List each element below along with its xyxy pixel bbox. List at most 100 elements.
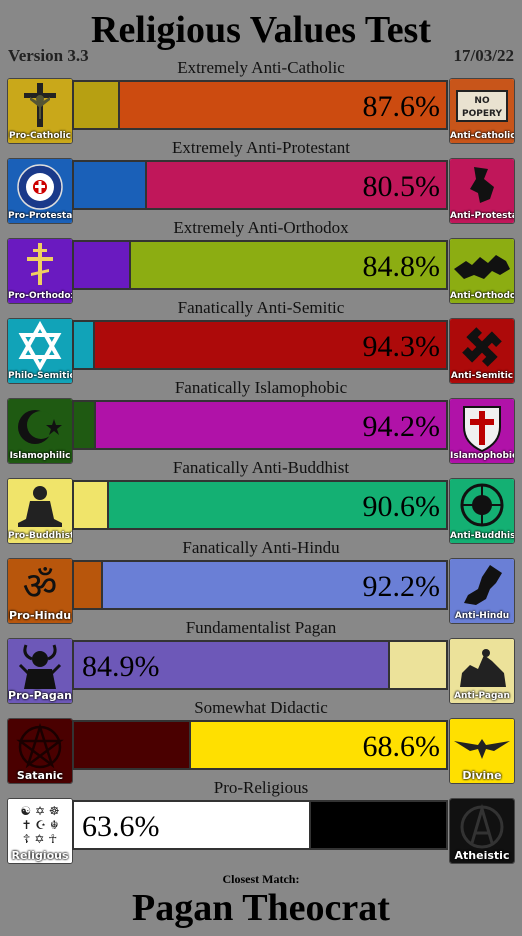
bar-right-segment: [390, 642, 446, 688]
axis-row-pro-protestant: Extremely Anti-Protestant Pro-Protestant A…: [0, 138, 522, 226]
bar-left-segment: [74, 162, 147, 208]
left-pole-label: Pro-Hindu: [8, 609, 72, 622]
date-label: 17/03/22: [453, 46, 514, 65]
axis-result-label: Fanatically Anti-Hindu: [182, 538, 340, 557]
score-percentage: 84.8%: [362, 250, 441, 283]
score-percentage: 92.2%: [362, 570, 441, 603]
no-popery-icon: NO POPERY Anti-Catholic: [449, 78, 515, 144]
svg-text:ॐ: ॐ: [23, 564, 58, 608]
score-percentage: 84.9%: [82, 650, 160, 683]
atheist-atom-icon: Atheistic: [449, 798, 515, 864]
bar-right-segment: [311, 802, 446, 848]
axis-result-label: Fanatically Anti-Buddhist: [172, 458, 350, 477]
right-pole-label: Anti-Pagan: [454, 691, 510, 701]
right-pole-label: Anti-Orthodox: [450, 291, 515, 301]
score-percentage: 63.6%: [82, 810, 160, 843]
right-pole-label: Islamophobic: [450, 451, 515, 461]
score-percentage: 90.6%: [362, 490, 441, 523]
right-pole-label: Divine: [462, 769, 502, 782]
score-percentage: 87.6%: [362, 90, 441, 123]
pentagram-icon: Satanic: [7, 718, 73, 784]
axis-result-label: Fanatically Anti-Semitic: [177, 298, 345, 317]
bar-left-segment: [74, 242, 131, 288]
svg-text:☯ ✡ ☸: ☯ ✡ ☸: [20, 804, 59, 818]
axis-row-pro-buddhist: Fanatically Anti-Buddhist Pro-Buddhist Ant…: [0, 458, 522, 546]
bar-left-segment: [74, 482, 109, 528]
closest-match-label: Closest Match:: [222, 872, 300, 886]
axis-result-label: Extremely Anti-Orthodox: [173, 218, 349, 237]
crusader-shield-icon: Islamophobic: [449, 398, 515, 464]
bar-right-segment: [103, 562, 446, 608]
axis-row-islamophilic: Fanatically Islamophobic Islamophilic Isla…: [0, 378, 522, 466]
bar-right-segment: [131, 242, 446, 288]
winged-emblem-icon: Divine: [449, 718, 515, 784]
pakistan-map-icon: Anti-Hindu: [449, 558, 515, 624]
axis-row-religious: Pro-Religious ☯ ✡ ☸ ✝ ☪ ☬ ☦ ✡ ☥ Religious Ath…: [0, 778, 522, 866]
axis-result-label: Extremely Anti-Protestant: [172, 138, 350, 157]
luther-rose-icon: Pro-Protestant: [7, 158, 73, 224]
score-bar: 87.6%: [72, 80, 448, 130]
crescent-star-icon: Islamophilic: [7, 398, 73, 464]
bar-left-segment: [74, 642, 390, 688]
page-title: Religious Values Test: [91, 9, 431, 51]
right-pole-label: Anti-Hindu: [454, 611, 510, 621]
score-bar: 84.9%: [72, 640, 448, 690]
bar-right-segment: [147, 162, 446, 208]
score-bar: 84.8%: [72, 240, 448, 290]
bar-left-segment: [74, 402, 96, 448]
bar-right-segment: [191, 722, 446, 768]
score-percentage: 94.2%: [362, 410, 441, 443]
bar-left-segment: [74, 562, 103, 608]
version-label: Version 3.3: [8, 46, 89, 65]
right-pole-label: Anti-Semitic: [450, 371, 514, 381]
right-pole-label: Anti-Catholic: [450, 131, 515, 141]
svg-text:POPERY: POPERY: [462, 109, 502, 119]
om-icon: ॐ Pro-Hindu: [7, 558, 73, 624]
bar-left-segment: [74, 802, 311, 848]
right-pole-label: Anti-Buddhist: [450, 531, 515, 541]
left-pole-label: Pro-Protestant: [8, 211, 73, 221]
bar-right-segment: [96, 402, 446, 448]
axis-row-pro-pagan: Fundamentalist Pagan Pro-Pagan Anti-Pagan 8…: [0, 618, 522, 706]
score-bar: 94.2%: [72, 400, 448, 450]
bar-left-segment: [74, 722, 191, 768]
buddha-icon: Pro-Buddhist: [7, 478, 73, 544]
axis-row-pro-catholic: Extremely Anti-Catholic Pro-Catholic NO POP…: [0, 58, 522, 146]
score-bar: 63.6%: [72, 800, 448, 850]
right-pole-label: Anti-Protestant: [450, 211, 514, 221]
axis-result-label: Fanatically Islamophobic: [174, 378, 348, 397]
left-pole-label: Religious: [11, 849, 69, 862]
axis-row-pro-hindu: Fanatically Anti-Hindu ॐ Pro-Hindu Anti-Hin…: [0, 538, 522, 626]
svg-text:☦ ✡ ☥: ☦ ✡ ☥: [23, 832, 57, 846]
bar-left-segment: [74, 82, 120, 128]
bar-left-segment: [74, 322, 95, 368]
score-bar: 94.3%: [72, 320, 448, 370]
swastika-icon: Anti-Semitic: [449, 318, 515, 384]
left-pole-label: Philo-Semitic: [8, 371, 73, 381]
left-pole-label: Pro-Catholic: [8, 131, 72, 141]
left-pole-label: Pro-Orthodox: [8, 291, 73, 301]
axis-result-label: Somewhat Didactic: [194, 698, 328, 717]
left-pole-label: Islamophilic: [9, 451, 71, 461]
score-bar: 90.6%: [72, 480, 448, 530]
left-pole-label: Pro-Buddhist: [8, 531, 73, 541]
left-pole-label: Satanic: [16, 769, 64, 782]
bar-right-segment: [120, 82, 446, 128]
score-bar: 92.2%: [72, 560, 448, 610]
orthodox-cross-icon: Pro-Orthodox: [7, 238, 73, 304]
axis-row-philo-semitic: Fanatically Anti-Semitic Philo-Semitic Ant…: [0, 298, 522, 386]
axis-result-label: Fundamentalist Pagan: [185, 618, 337, 637]
svg-text:NO: NO: [474, 96, 490, 106]
bar-right-segment: [109, 482, 446, 528]
horned-god-icon: Pro-Pagan: [7, 638, 73, 704]
crucifix-icon: Pro-Catholic: [7, 78, 73, 144]
bar-right-segment: [95, 322, 446, 368]
axis-result-label: Extremely Anti-Catholic: [177, 58, 345, 77]
axis-row-pro-orthodox: Extremely Anti-Orthodox Pro-Orthodox Anti-…: [0, 218, 522, 306]
score-percentage: 94.3%: [362, 330, 441, 363]
score-percentage: 68.6%: [362, 730, 441, 763]
map-silhouette-icon: Anti-Orthodox: [449, 238, 515, 304]
axis-result-label: Pro-Religious: [213, 778, 309, 797]
left-pole-label: Pro-Pagan: [8, 689, 72, 702]
right-pole-label: Atheistic: [454, 849, 510, 862]
